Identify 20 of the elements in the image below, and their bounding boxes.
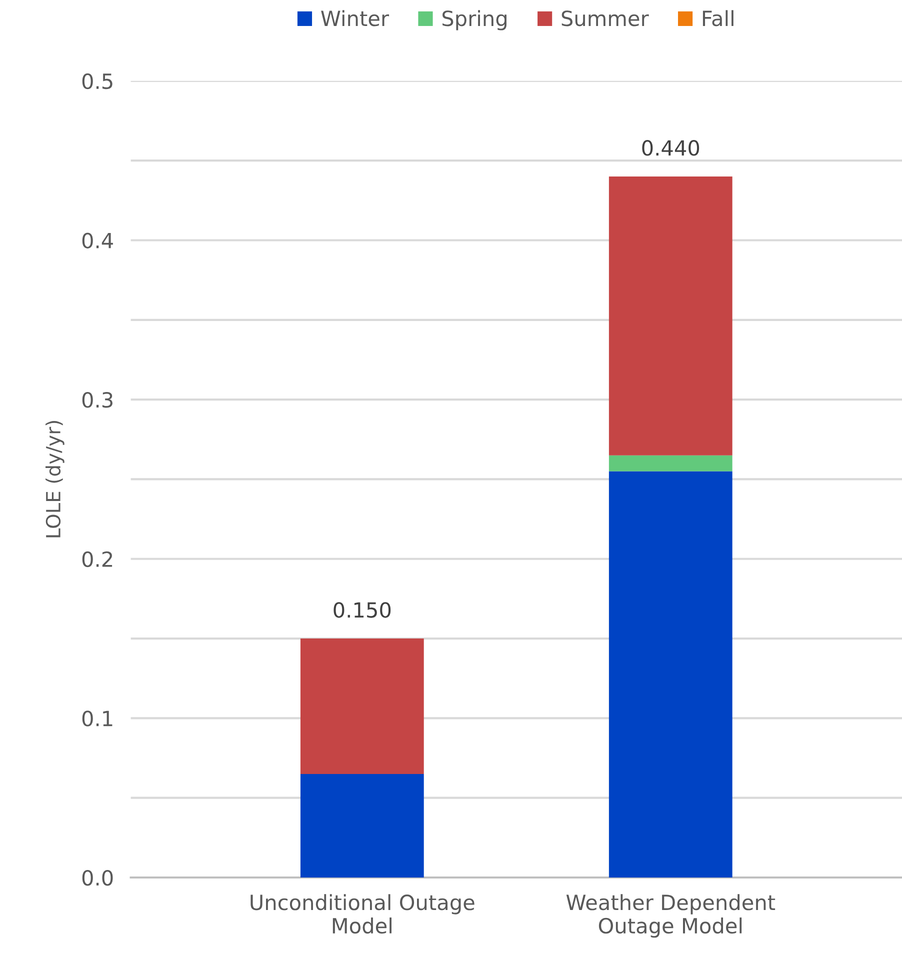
legend-label: Winter [321, 10, 390, 26]
total-label: 0.150 [334, 602, 391, 618]
legend-label: Spring [442, 10, 506, 30]
y-tick-label: 0.4 [82, 232, 113, 248]
bar [300, 638, 424, 774]
bar [608, 455, 732, 472]
bar [300, 774, 424, 878]
y-tick-label: 0.2 [82, 551, 112, 568]
legend-label: Fall [702, 10, 734, 26]
y-tick-label: 0.1 [82, 710, 112, 726]
total-label: 0.440 [642, 140, 700, 156]
x-tick-label: Unconditional Outage Model [250, 894, 474, 934]
x-tick-label: Weather Dependent Outage Model [566, 894, 776, 938]
bar [608, 471, 732, 878]
y-tick-label: 0.5 [82, 73, 112, 90]
y-axis-title: LOLE (dy/yr) [46, 420, 64, 538]
y-tick-label: 0.0 [82, 870, 113, 886]
y-tick-label: 0.3 [82, 392, 112, 408]
legend-label: Summer [562, 10, 649, 26]
bar [608, 176, 732, 456]
